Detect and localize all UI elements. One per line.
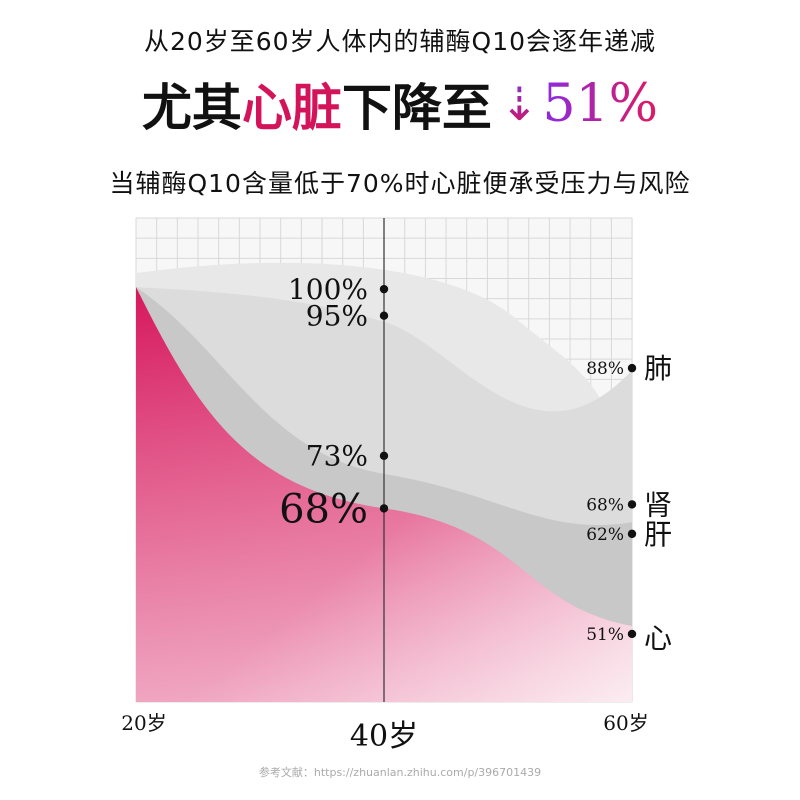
x-tick-2: 60岁 [603,711,648,735]
point-60-心 [627,629,637,639]
headline: 尤其 心脏 下降至 ⇣ 51% [0,66,800,142]
down-arrow-icon: ⇣ [499,77,539,131]
point-60-肾 [627,500,637,509]
organ-label-肺: 肺 [644,352,672,385]
label-40-心: 68% [279,486,368,532]
organ-label-肝: 肝 [644,518,672,551]
organ-label-肾: 肾 [644,488,672,521]
point-40-肝 [379,451,389,461]
headline-accent: 心脏 [241,79,342,137]
subtitle-bottom: 当辅酶Q10含量低于70%时心脏便承受压力与风险 [109,169,691,198]
label-40-肾: 95% [306,300,368,333]
headline-value: 51% [542,74,659,134]
point-40-肺 [379,284,389,294]
label-60-心: 51% [586,625,624,645]
x-tick-0: 20岁 [121,711,166,735]
chart-points [379,284,637,639]
label-60-肝: 62% [586,525,624,545]
x-tick-1: 40岁 [350,719,418,754]
point-40-心 [379,504,389,513]
point-60-肺 [627,363,637,373]
chart-labels: 100% 88% 肺 95% 68% 肾 73% 62% 肝 68% 51% 心 [279,273,672,655]
reference-footer: 参考文献：https://zhuanlan.zhihu.com/p/396701… [258,766,542,779]
headline-part2: 下降至 [341,79,492,137]
x-axis-ticks: 20岁 40岁 60岁 [121,711,648,754]
label-60-肾: 68% [586,495,624,515]
subtitle-top: 从20岁至60岁人体内的辅酶Q10会逐年递减 [143,27,657,56]
label-60-肺: 88% [586,359,624,379]
label-40-肺: 100% [288,273,368,306]
organ-label-心: 心 [644,622,672,655]
point-60-肝 [627,529,637,539]
point-40-肾 [379,311,389,320]
label-40-肝: 73% [306,440,368,473]
heart-area-fade [136,287,632,702]
headline-part1: 尤其 [141,79,242,137]
